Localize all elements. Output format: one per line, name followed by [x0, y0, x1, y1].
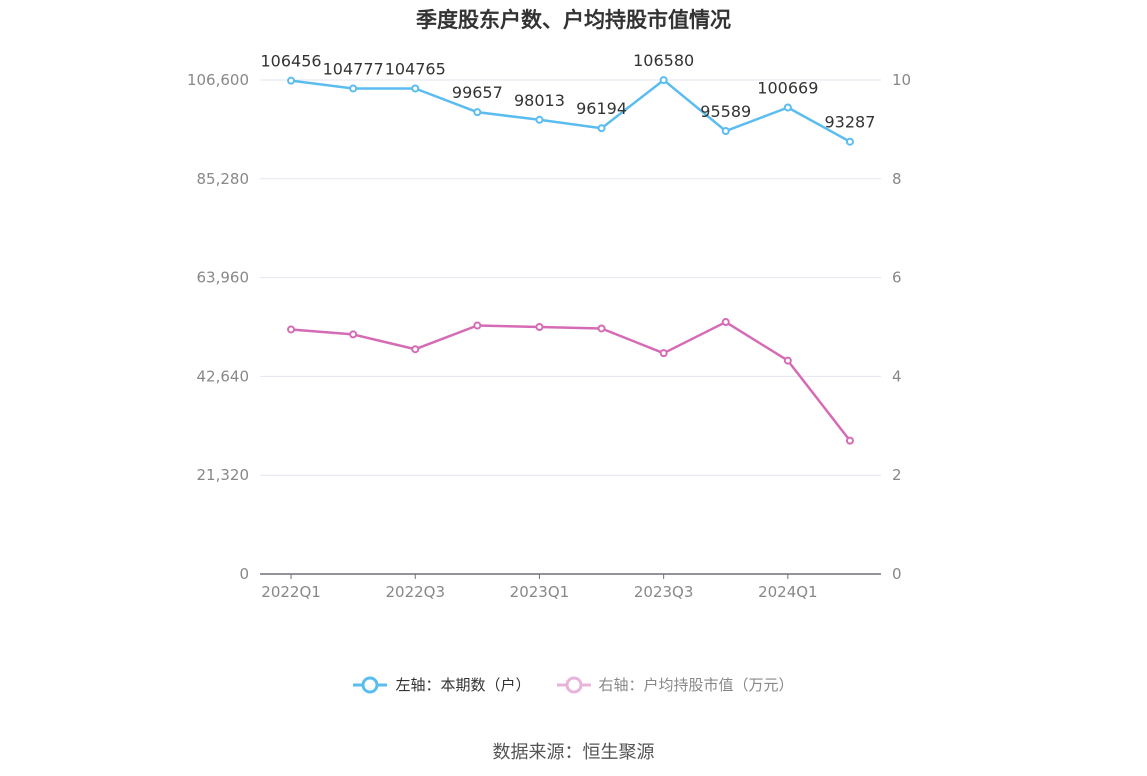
- data-point-right: [535, 323, 544, 331]
- left-axis-tick-label: 85,280: [197, 170, 250, 188]
- right-axis-tick-label: 8: [892, 170, 902, 188]
- data-point-right: [783, 356, 792, 365]
- x-axis-tick-label: 2023Q3: [634, 583, 694, 601]
- data-point-left: [721, 127, 730, 136]
- x-axis-tick-label: 2022Q3: [385, 583, 445, 601]
- data-label: 106580: [633, 51, 694, 70]
- data-point-left: [411, 84, 420, 93]
- legend-swatch-left-icon: [353, 676, 388, 693]
- data-label: 95589: [700, 102, 751, 121]
- data-label: 96194: [576, 99, 627, 118]
- x-axis-tick-label: 2022Q1: [261, 583, 321, 601]
- legend-item-left-series[interactable]: 左轴：本期数（户）: [353, 674, 531, 695]
- data-label: 106456: [261, 52, 322, 71]
- right-axis-tick-label: 10: [892, 71, 911, 89]
- data-label: 104777: [323, 59, 384, 78]
- data-point-right: [473, 321, 482, 330]
- data-point-right: [845, 436, 854, 445]
- data-point-left: [659, 76, 668, 85]
- data-point-right: [597, 324, 606, 333]
- data-label: 98013: [514, 91, 565, 110]
- right-axis-tick-label: 6: [892, 269, 902, 287]
- data-label: 93287: [824, 113, 875, 132]
- series-line-left: [290, 78, 851, 143]
- legend-label-left: 左轴：本期数（户）: [395, 676, 531, 694]
- line-chart: 0 0 21,320 2 42,640 4 63,960 6 85,280 8 106,600 10 2…: [187, 51, 911, 601]
- legend-item-right-series[interactable]: 右轴：户均持股市值（万元）: [556, 674, 794, 695]
- data-label: 104765: [385, 60, 446, 79]
- left-axis-tick-label: 21,320: [197, 466, 250, 484]
- right-axis-tick-label: 4: [892, 367, 902, 385]
- left-axis-tick-label: 42,640: [197, 367, 250, 385]
- right-axis-tick-label: 2: [892, 466, 902, 484]
- data-point-left: [535, 115, 544, 124]
- x-axis-tick-label: 2024Q1: [758, 583, 818, 601]
- data-label: 99657: [452, 83, 503, 102]
- chart-legend: 左轴：本期数（户） 右轴：户均持股市值（万元）: [0, 674, 1147, 695]
- data-label: 100669: [757, 78, 818, 97]
- series-line-right: [290, 320, 851, 442]
- chart-title: 季度股东户数、户均持股市值情况: [416, 8, 731, 32]
- data-point-right: [349, 330, 358, 339]
- left-axis-tick-label: 63,960: [197, 269, 250, 287]
- data-point-left: [287, 76, 296, 85]
- data-point-left: [845, 137, 854, 146]
- data-point-left: [783, 103, 792, 112]
- right-axis-tick-label: 0: [892, 565, 902, 583]
- left-axis-tick-label: 0: [239, 565, 249, 583]
- data-point-left: [473, 108, 482, 117]
- data-source: 数据来源：恒生聚源: [492, 742, 655, 763]
- data-point-left: [597, 124, 606, 133]
- data-point-right: [721, 318, 730, 327]
- data-point-right: [411, 345, 420, 354]
- legend-label-right: 右轴：户均持股市值（万元）: [598, 676, 794, 694]
- data-point-right: [659, 349, 668, 358]
- legend-swatch-right-icon: [556, 676, 591, 693]
- data-point-right: [287, 325, 296, 334]
- x-axis-tick-label: 2023Q1: [510, 583, 570, 601]
- left-axis-tick-label: 106,600: [187, 71, 249, 89]
- data-point-left: [349, 84, 358, 93]
